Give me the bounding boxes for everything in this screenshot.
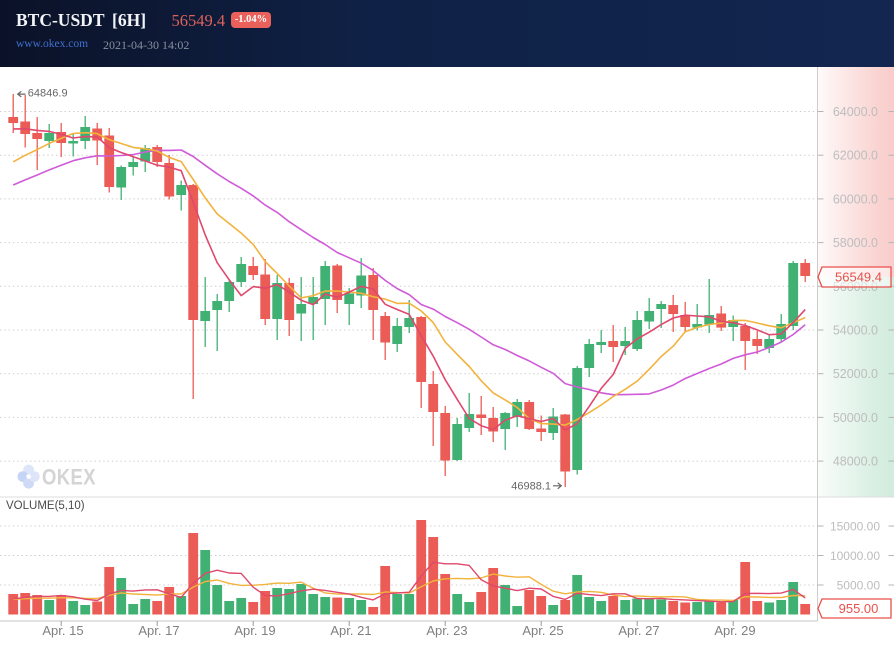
- svg-text:5000.00: 5000.00: [837, 579, 881, 593]
- svg-text:Apr. 15: Apr. 15: [42, 623, 83, 638]
- svg-text:64000.0: 64000.0: [833, 105, 878, 119]
- svg-text:Apr. 23: Apr. 23: [426, 623, 467, 638]
- svg-text:10000.00: 10000.00: [830, 549, 880, 563]
- svg-text:OKEX: OKEX: [42, 466, 96, 490]
- svg-text:15000.00: 15000.00: [830, 520, 880, 534]
- svg-text:64846.9: 64846.9: [28, 88, 68, 100]
- svg-text:58000.0: 58000.0: [833, 236, 878, 250]
- svg-text:60000.0: 60000.0: [833, 192, 878, 206]
- svg-text:52000.0: 52000.0: [833, 367, 878, 381]
- svg-text:Apr. 29: Apr. 29: [714, 623, 755, 638]
- svg-text:48000.0: 48000.0: [833, 455, 878, 469]
- svg-text:46988.1: 46988.1: [511, 480, 551, 492]
- svg-text:54000.0: 54000.0: [833, 324, 878, 338]
- svg-text:50000.0: 50000.0: [833, 411, 878, 425]
- svg-text:Apr. 27: Apr. 27: [618, 623, 659, 638]
- svg-text:VOLUME(5,10): VOLUME(5,10): [6, 500, 85, 512]
- svg-text:62000.0: 62000.0: [833, 149, 878, 163]
- svg-text:955.00: 955.00: [839, 601, 879, 616]
- svg-text:Apr. 17: Apr. 17: [138, 623, 179, 638]
- svg-text:Apr. 21: Apr. 21: [330, 623, 371, 638]
- svg-text:56549.4: 56549.4: [835, 270, 882, 285]
- svg-text:Apr. 25: Apr. 25: [522, 623, 563, 638]
- svg-text:Apr. 19: Apr. 19: [234, 623, 275, 638]
